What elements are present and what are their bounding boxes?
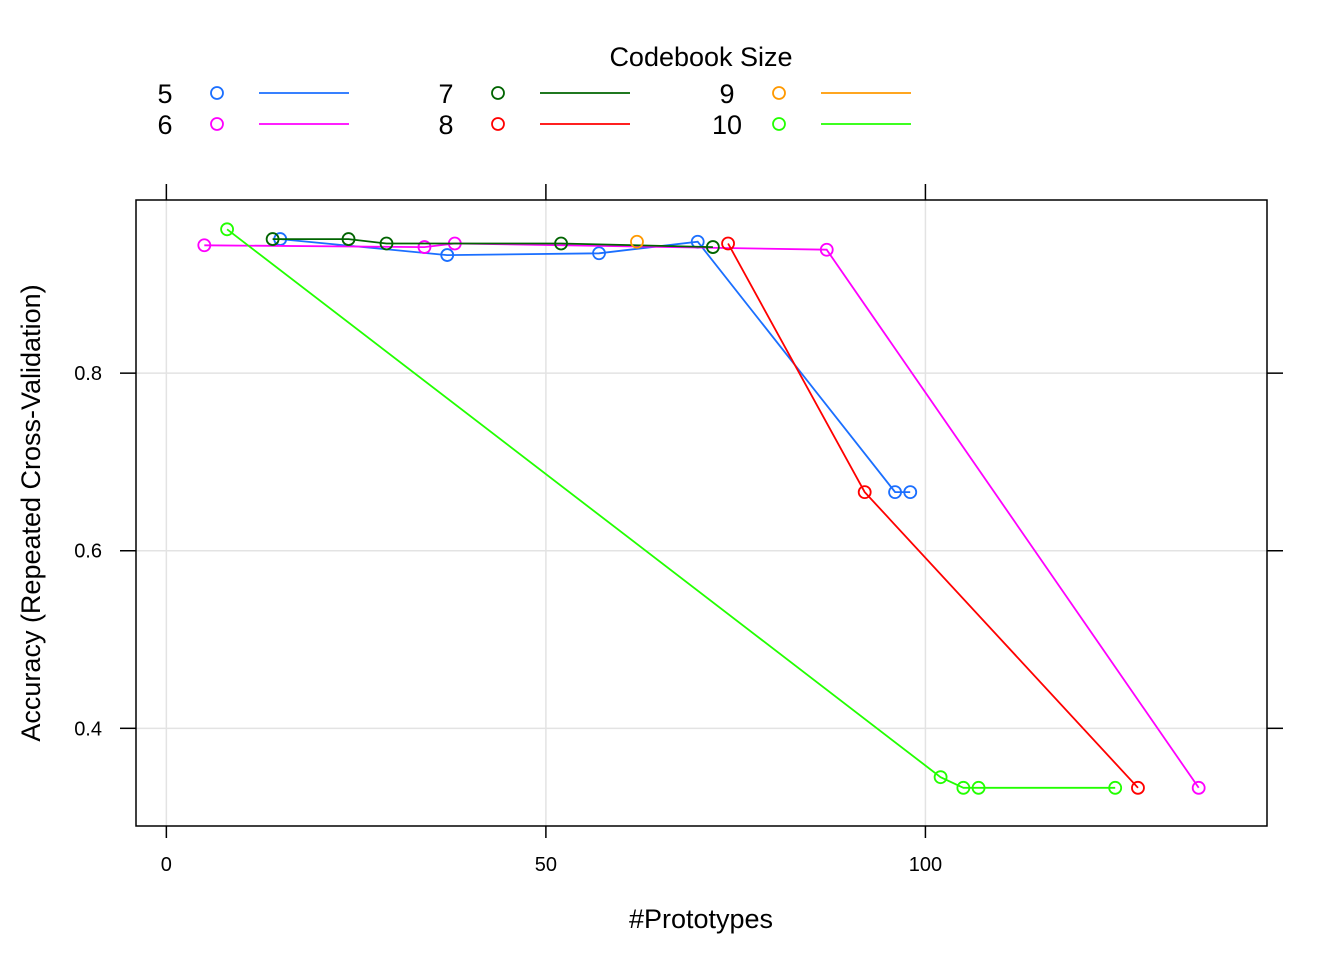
grid (136, 200, 1267, 826)
series-point-10 (1108, 780, 1123, 795)
legend-label: 6 (157, 110, 172, 140)
series-point-10 (956, 780, 971, 795)
legend-label: 5 (157, 79, 172, 109)
y-tick-label: 0.6 (74, 541, 102, 563)
series-point-8 (857, 485, 872, 500)
legend-entry-7: 7 (438, 79, 630, 109)
legend-entry-9: 9 (719, 79, 911, 109)
x-tick-label: 50 (535, 854, 557, 876)
y-axis-title: Accuracy (Repeated Cross-Validation) (16, 284, 46, 741)
legend-label: 8 (438, 110, 453, 140)
series-7 (265, 232, 720, 254)
series-line-10 (226, 228, 1116, 789)
series-5 (273, 232, 918, 500)
series-point-5 (903, 485, 918, 500)
series-8 (721, 236, 1145, 795)
series-point-6 (819, 242, 834, 257)
legend-point-marker (491, 86, 505, 100)
series-point-9 (630, 234, 644, 249)
series-point-5 (440, 248, 455, 262)
series-point-10 (220, 222, 234, 237)
legend-title: Codebook Size (609, 42, 792, 72)
series-line-7 (272, 238, 713, 248)
legend-label: 9 (719, 79, 734, 109)
series-6 (197, 236, 1206, 795)
series-point-7 (705, 240, 720, 254)
legend: Codebook Size 56 78 910 (157, 42, 911, 140)
legend-label: 7 (438, 79, 453, 109)
legend-entry-5: 5 (157, 79, 349, 109)
y-tick-label: 0.8 (74, 363, 102, 385)
x-axis-title: #Prototypes (629, 904, 773, 934)
series-9 (630, 234, 644, 249)
series-layer (197, 222, 1206, 795)
series-point-7 (265, 232, 280, 246)
axes: 0 50 100 0.4 0.6 0.8 (74, 184, 1283, 876)
legend-point-marker (772, 117, 786, 131)
series-point-5 (888, 485, 902, 500)
y-tick-label: 0.4 (74, 718, 102, 740)
x-tick-label: 0 (161, 854, 172, 876)
x-tick-label: 100 (909, 854, 942, 876)
series-point-7 (554, 236, 568, 251)
series-point-7 (341, 232, 356, 246)
legend-point-marker (491, 117, 505, 131)
series-point-8 (1131, 780, 1145, 795)
series-line-6 (204, 242, 1200, 789)
series-line-5 (280, 238, 911, 494)
series-line-8 (727, 243, 1139, 789)
series-point-10 (971, 780, 986, 795)
plot-frame (135, 199, 1268, 827)
legend-point-marker (210, 117, 224, 131)
legend-entry-10: 10 (712, 110, 911, 140)
legend-entry-8: 8 (438, 110, 630, 140)
series-point-7 (379, 236, 394, 251)
series-point-6 (417, 240, 432, 254)
legend-label: 10 (712, 110, 742, 140)
legend-point-marker (772, 86, 786, 100)
series-10 (220, 222, 1123, 795)
series-point-6 (1191, 780, 1206, 795)
legend-point-marker (210, 86, 224, 100)
series-point-6 (197, 238, 212, 253)
series-point-8 (721, 236, 735, 251)
series-point-5 (592, 246, 606, 261)
series-point-10 (933, 770, 948, 785)
legend-entry-6: 6 (157, 110, 349, 140)
